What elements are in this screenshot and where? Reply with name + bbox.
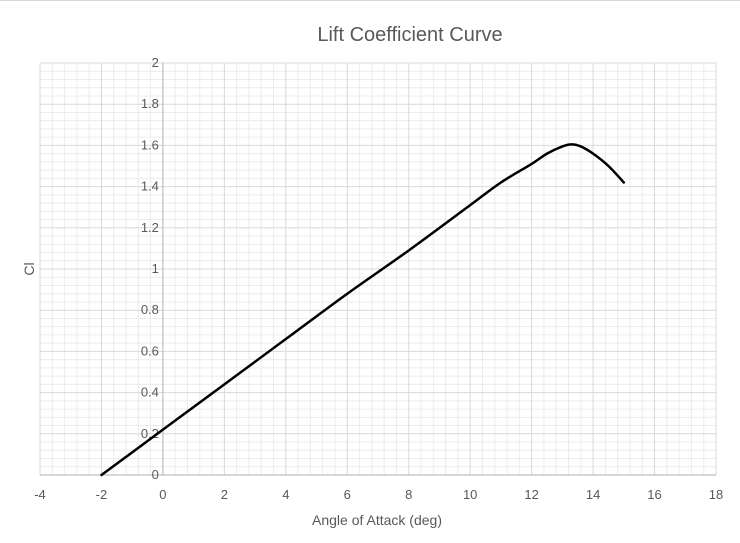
x-tick-label: 8 [405, 487, 412, 502]
axes [40, 63, 716, 476]
y-tick-label: 0 [152, 467, 159, 482]
x-tick-label: -2 [96, 487, 108, 502]
x-tick-label: -4 [34, 487, 46, 502]
y-tick-label: 1.6 [141, 137, 159, 152]
chart-title: Lift Coefficient Curve [317, 24, 502, 46]
y-tick-label: 1.8 [141, 96, 159, 111]
x-tick-label: 16 [647, 487, 661, 502]
y-tick-label: 2 [152, 55, 159, 70]
y-tick-label: 0.4 [141, 385, 159, 400]
x-tick-label: 14 [586, 487, 600, 502]
y-tick-label: 1.2 [141, 220, 159, 235]
series-layer [100, 143, 626, 477]
x-tick-label: 6 [344, 487, 351, 502]
y-tick-label: 0.6 [141, 343, 159, 358]
x-tick-label: 18 [709, 487, 723, 502]
y-tick-label: 1 [152, 261, 159, 276]
x-tick-label: 0 [159, 487, 166, 502]
y-tick-label: 0.8 [141, 302, 159, 317]
y-tick-label: 1.4 [141, 179, 159, 194]
major-gridlines [39, 62, 717, 476]
x-tick-label: 4 [282, 487, 289, 502]
x-axis-title: Angle of Attack (deg) [312, 512, 442, 528]
series-line [100, 143, 626, 477]
x-tick-label: 12 [524, 487, 538, 502]
y-axis-title: Cl [21, 262, 37, 275]
x-tick-label: 10 [463, 487, 477, 502]
x-tick-label: 2 [221, 487, 228, 502]
x-tick-labels: -4 -2 0 2 4 6 8 10 12 14 16 18 [34, 487, 723, 502]
